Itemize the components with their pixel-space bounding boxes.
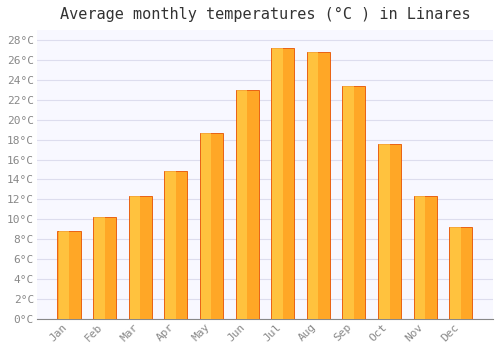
Bar: [164, 172, 188, 319]
Bar: [414, 196, 425, 319]
Bar: [236, 90, 258, 319]
Bar: [58, 231, 80, 319]
Bar: [450, 227, 460, 319]
Title: Average monthly temperatures (°C ) in Linares: Average monthly temperatures (°C ) in Li…: [60, 7, 470, 22]
Bar: [200, 133, 223, 319]
Bar: [308, 52, 318, 319]
Bar: [236, 90, 247, 319]
Bar: [58, 231, 69, 319]
Bar: [271, 48, 294, 319]
Bar: [128, 196, 152, 319]
Bar: [306, 52, 330, 319]
Bar: [130, 196, 140, 319]
Bar: [94, 217, 104, 319]
Bar: [166, 172, 176, 319]
Bar: [272, 48, 282, 319]
Bar: [342, 86, 365, 319]
Bar: [414, 196, 436, 319]
Bar: [449, 227, 472, 319]
Bar: [344, 86, 354, 319]
Bar: [378, 144, 401, 319]
Bar: [93, 217, 116, 319]
Bar: [201, 133, 211, 319]
Bar: [379, 144, 390, 319]
